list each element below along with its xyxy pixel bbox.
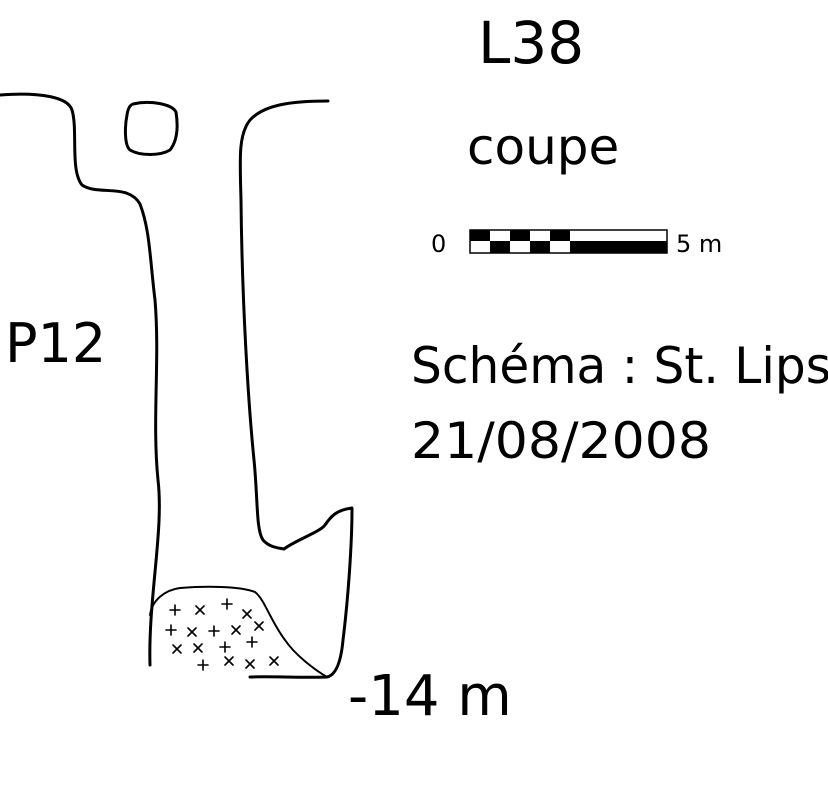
small-chamber — [123, 100, 179, 156]
cave-outline — [0, 92, 354, 679]
right-wall — [238, 99, 354, 679]
cave-id-title: L38 — [478, 9, 584, 77]
debris-boundary — [149, 585, 328, 678]
pitch-label: P12 — [5, 312, 106, 375]
credit-line: Schéma : St. Lips — [411, 337, 828, 395]
left-wall — [0, 92, 161, 667]
scale-start-label: 0 — [431, 230, 446, 258]
debris-fill — [165, 598, 279, 671]
scale-end-label: 5 m — [676, 230, 722, 258]
scale-bar: 0 5 m — [431, 229, 722, 258]
depth-label: -14 m — [348, 664, 512, 729]
scale-bar-checker — [469, 229, 668, 254]
date-line: 21/08/2008 — [411, 412, 711, 470]
view-type-label: coupe — [467, 118, 619, 176]
